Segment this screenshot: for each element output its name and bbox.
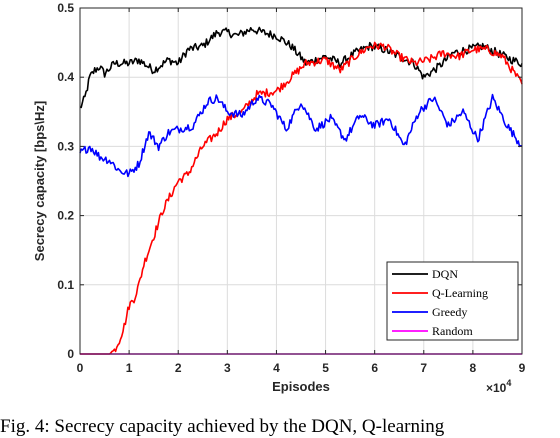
y-tick-label-4: 0.4 bbox=[57, 70, 74, 84]
legend-label-random: Random bbox=[432, 324, 473, 338]
x-tick-label-2: 2 bbox=[175, 361, 182, 375]
legend-label-dqn: DQN bbox=[432, 267, 458, 281]
x-tick-label-3: 3 bbox=[224, 361, 231, 375]
x-axis-multiplier-exponent: 4 bbox=[506, 378, 511, 388]
y-tick-label-3: 0.3 bbox=[57, 139, 74, 153]
tick-labels: 0 1 2 3 4 5 6 7 8 9 0 0.1 0.2 0.3 0.4 0.5 bbox=[57, 1, 525, 375]
x-tick-label-7: 7 bbox=[420, 361, 427, 375]
legend-label-q-learning: Q-Learning bbox=[432, 286, 488, 300]
figure-caption: Fig. 4: Secrecy capacity achieved by the… bbox=[0, 416, 445, 437]
series-line-greedy bbox=[79, 93, 523, 178]
x-tick-label-8: 8 bbox=[470, 361, 477, 375]
legend-box bbox=[386, 261, 519, 341]
x-tick-label-4: 4 bbox=[273, 361, 280, 375]
x-axis-multiplier-base: ×10 bbox=[486, 381, 507, 395]
chart: 0 1 2 3 4 5 6 7 8 9 0 0.1 0.2 0.3 0.4 0.5 Episodes Secr… bbox=[32, 1, 526, 395]
x-tick-label-0: 0 bbox=[77, 361, 84, 375]
y-tick-label-0: 0 bbox=[67, 347, 74, 361]
y-tick-label-5: 0.5 bbox=[57, 1, 74, 15]
x-tick-label-9: 9 bbox=[519, 361, 526, 375]
y-tick-label-1: 0.1 bbox=[57, 278, 74, 292]
x-tick-label-6: 6 bbox=[371, 361, 378, 375]
x-axis-multiplier: ×104 bbox=[486, 378, 511, 395]
plot-frame bbox=[79, 7, 523, 355]
y-axis-label: Secrecy capacity [bps\Hz] bbox=[32, 101, 47, 261]
x-tick-label-1: 1 bbox=[126, 361, 133, 375]
series-line-q-learning bbox=[80, 41, 523, 355]
y-tick-label-2: 0.2 bbox=[57, 209, 74, 223]
legend-label-greedy: Greedy bbox=[432, 305, 467, 319]
x-axis-label: Episodes bbox=[272, 379, 330, 394]
ticks bbox=[79, 7, 523, 355]
legend: DQN Q-Learning Greedy Random bbox=[386, 261, 519, 341]
x-tick-label-5: 5 bbox=[322, 361, 329, 375]
